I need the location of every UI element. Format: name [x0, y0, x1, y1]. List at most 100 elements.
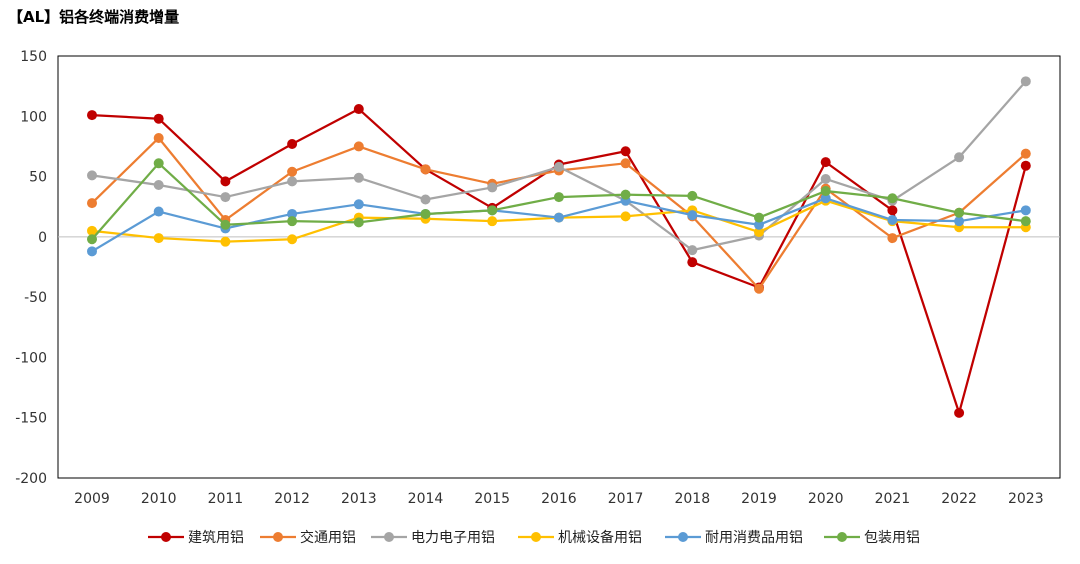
data-point	[954, 216, 965, 227]
data-point	[153, 113, 164, 124]
legend-item: 交通用铝	[260, 529, 356, 546]
y-tick-label: -100	[15, 350, 47, 366]
legend-marker	[837, 532, 847, 542]
data-point	[87, 110, 97, 121]
data-point	[287, 176, 298, 187]
x-tick-label: 2022	[941, 491, 977, 507]
legend: 建筑用铝 交通用铝 电力电子用铝 机械设备用铝 耐用消费品用铝 包装用铝	[148, 529, 920, 546]
legend-marker	[531, 532, 541, 542]
data-point	[820, 173, 831, 184]
data-point	[87, 198, 97, 209]
x-tick-label: 2018	[674, 491, 710, 507]
data-point	[420, 194, 431, 205]
data-point	[220, 236, 231, 247]
x-tick-label: 2015	[474, 491, 510, 507]
legend-marker	[678, 532, 688, 542]
data-point	[353, 172, 364, 183]
data-point	[887, 205, 898, 216]
y-tick-label: -50	[24, 290, 47, 306]
data-point	[153, 158, 164, 169]
data-point	[1020, 205, 1031, 216]
legend-item: 机械设备用铝	[518, 529, 642, 546]
x-tick-label: 2009	[74, 491, 110, 507]
y-axis-ticks: 150 100 50 0 -50 -100 -150 -200	[15, 49, 47, 487]
legend-label: 交通用铝	[300, 529, 356, 546]
data-point	[687, 245, 698, 256]
data-point	[754, 219, 764, 230]
data-point	[353, 217, 364, 228]
legend-label: 机械设备用铝	[558, 529, 642, 546]
legend-marker	[161, 532, 171, 542]
data-point	[220, 192, 231, 203]
data-point	[553, 192, 564, 203]
data-point	[287, 139, 298, 150]
y-tick-label: -200	[15, 471, 47, 487]
series-6	[87, 158, 1031, 245]
data-point	[1020, 148, 1031, 159]
data-point	[287, 216, 298, 227]
data-point	[353, 199, 364, 210]
legend-label: 包装用铝	[864, 530, 920, 546]
data-point	[954, 207, 965, 218]
legend-item: 建筑用铝	[148, 530, 244, 546]
data-point	[754, 227, 764, 238]
data-point	[353, 141, 364, 152]
x-tick-label: 2016	[541, 491, 577, 507]
data-point	[954, 152, 965, 163]
series-1	[87, 104, 1031, 418]
data-point	[754, 212, 764, 223]
series-layer	[87, 76, 1031, 418]
data-point	[887, 233, 898, 244]
y-tick-label: 0	[38, 230, 47, 246]
data-point	[487, 205, 498, 216]
data-point	[553, 212, 564, 223]
legend-marker	[384, 532, 394, 542]
x-tick-label: 2019	[741, 491, 777, 507]
data-point	[287, 234, 298, 245]
data-point	[87, 234, 97, 245]
legend-item: 包装用铝	[824, 530, 920, 546]
data-point	[220, 176, 231, 187]
chart-title: 【AL】铝各终端消费增量	[8, 8, 180, 26]
data-point	[887, 193, 898, 204]
y-tick-label: 150	[20, 49, 47, 65]
data-point	[287, 166, 298, 177]
data-point	[887, 214, 898, 225]
x-tick-label: 2020	[808, 491, 844, 507]
data-point	[820, 157, 831, 168]
x-tick-label: 2012	[274, 491, 310, 507]
data-point	[487, 182, 498, 193]
data-point	[87, 225, 97, 236]
x-tick-label: 2011	[208, 491, 244, 507]
data-point	[620, 189, 631, 200]
series-line	[91, 107, 1027, 415]
plot-area-frame	[57, 55, 1061, 479]
x-tick-label: 2010	[141, 491, 177, 507]
legend-label: 耐用消费品用铝	[705, 530, 803, 546]
x-tick-label: 2023	[1008, 491, 1044, 507]
data-point	[1020, 160, 1031, 171]
legend-marker	[273, 532, 283, 542]
x-axis-ticks: 2009 2010 2011 2012 2013 2014 2015 2016 2017 2018…	[74, 491, 1043, 507]
data-point	[87, 170, 97, 181]
x-tick-label: 2017	[608, 491, 644, 507]
data-point	[620, 211, 631, 222]
y-tick-label: 50	[29, 170, 47, 186]
data-point	[954, 407, 965, 418]
data-point	[1020, 76, 1031, 87]
data-point	[420, 208, 431, 219]
data-point	[620, 158, 631, 169]
data-point	[1020, 216, 1031, 227]
data-point	[153, 132, 164, 143]
x-tick-label: 2021	[875, 491, 911, 507]
data-point	[353, 104, 364, 115]
data-point	[220, 219, 231, 230]
data-point	[687, 257, 698, 268]
data-point	[687, 210, 698, 221]
x-tick-label: 2013	[341, 491, 377, 507]
data-point	[87, 246, 97, 257]
data-point	[487, 216, 498, 227]
data-point	[820, 193, 831, 204]
data-point	[153, 206, 164, 217]
